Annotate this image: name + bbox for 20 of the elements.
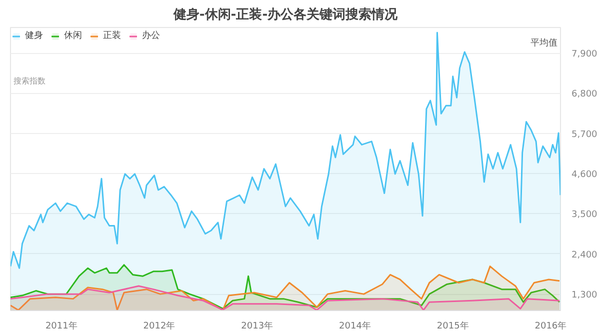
x-tick-label: 2016年	[534, 320, 567, 332]
legend-label: 办公	[142, 30, 161, 42]
legend-label: 正装	[103, 30, 122, 42]
x-tick-label: 2011年	[45, 320, 78, 332]
x-tick-label: 2012年	[143, 320, 176, 332]
legend-label: 健身	[25, 30, 44, 42]
x-tick-label: 2014年	[339, 320, 371, 332]
y-tick-label: 5,700	[572, 130, 598, 140]
chart-title: 健身-休闲-正装-办公各关键词搜索情况	[172, 6, 399, 22]
y-tick-label: 1,300	[572, 290, 598, 301]
y-tick-label: 3,500	[572, 210, 598, 220]
x-tick-label: 2015年	[436, 320, 469, 332]
legend-label: 休闲	[64, 30, 83, 42]
y-tick-label: 2,400	[572, 250, 598, 260]
y-axis-title: 搜索指数	[14, 76, 46, 86]
x-tick-label: 2013年	[241, 320, 274, 332]
annotation: 平均值	[530, 38, 558, 48]
y-tick-label: 6,800	[572, 90, 598, 100]
y-tick-label: 7,900	[572, 50, 598, 60]
y-tick-label: 4,600	[572, 170, 598, 180]
